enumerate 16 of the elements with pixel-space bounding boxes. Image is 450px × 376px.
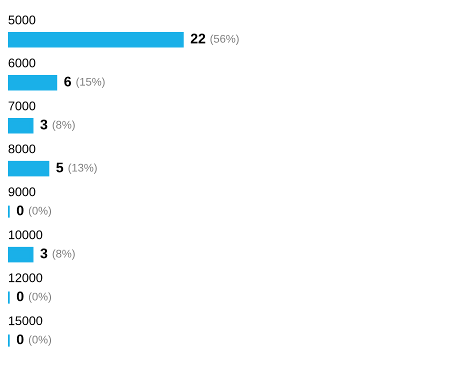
data-label: 6 (15%)	[64, 76, 105, 88]
data-label: 0 (0%)	[16, 291, 52, 303]
y-tick-label: 5000	[8, 16, 36, 24]
data-label: 0 (0%)	[16, 206, 52, 217]
y-tick-label: 8000	[8, 144, 36, 154]
y-tick-label: 9000	[8, 187, 36, 196]
data-label: 3 (8%)	[40, 248, 75, 260]
y-tick-label: 12000	[8, 273, 42, 282]
data-label: 0 (0%)	[16, 334, 52, 346]
data-label: 22 (56%)	[190, 34, 239, 45]
data-label: 5 (13%)	[56, 162, 97, 174]
y-tick-label: 10000	[8, 230, 42, 240]
y-tick-label: 6000	[8, 58, 36, 68]
data-label: 3 (8%)	[40, 120, 75, 131]
y-tick-label: 7000	[8, 101, 36, 110]
y-tick-label: 15000	[8, 316, 42, 326]
